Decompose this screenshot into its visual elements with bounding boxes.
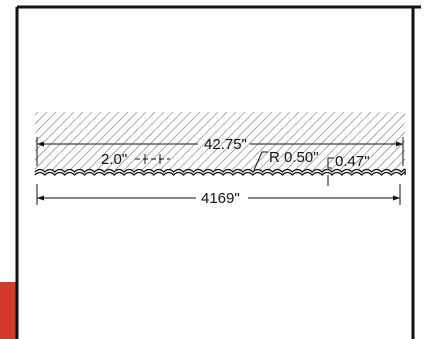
- depth-label: 0.47": [335, 153, 370, 170]
- profile-bottom-edge: [34, 171, 406, 176]
- radius-leader: [253, 151, 268, 171]
- overall-width-dimension: [36, 137, 404, 166]
- coverage-dimension: [36, 184, 401, 205]
- depth-dimension: [327, 157, 334, 186]
- pitch-dimension: [135, 154, 170, 164]
- overall-width-label: 42.75": [204, 136, 247, 153]
- pitch-label: 2.0": [101, 151, 127, 168]
- section-hatching: [35, 112, 405, 170]
- profile-top-edge: [34, 168, 406, 173]
- coverage-label: 4169": [201, 190, 240, 207]
- accent-bar: [0, 282, 16, 339]
- radius-label: R 0.50": [269, 149, 319, 166]
